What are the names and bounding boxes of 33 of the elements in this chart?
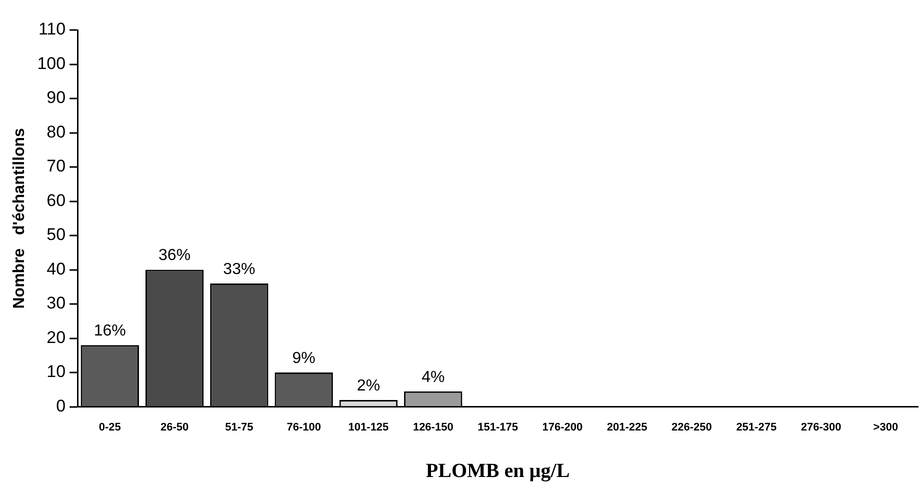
x-tick-label: 201-225: [606, 421, 648, 434]
x-tick-label: 226-250: [672, 421, 712, 434]
y-tick-label: 100: [37, 54, 66, 73]
y-tick-label: 40: [46, 259, 66, 278]
y-tick-label: 80: [46, 122, 66, 142]
y-tick-label: 0: [56, 396, 66, 416]
annotation: 36%: [158, 247, 191, 264]
x-tick-label: 101-125: [348, 421, 389, 434]
x-tick-label: 151-175: [478, 421, 518, 434]
x-axis-title: PLOMB en µg/L: [426, 460, 570, 482]
annotation: 33%: [223, 260, 256, 278]
y-tick-label: 110: [38, 20, 66, 39]
x-tick-label: 176-200: [542, 421, 583, 434]
annotation: 16%: [94, 322, 126, 340]
x-tick-label: 26-50: [160, 421, 189, 434]
annotation: 2%: [356, 377, 380, 394]
annotation: 4%: [422, 368, 445, 386]
x-tick-label: 76-100: [286, 421, 321, 434]
y-tick-label: 20: [46, 328, 66, 347]
y-tick-label: 50: [46, 225, 66, 244]
y-tick-label: 70: [46, 156, 66, 176]
x-tick-label: 276-300: [800, 421, 842, 434]
x-tick-label: >300: [873, 421, 898, 434]
x-tick-label: 0-25: [98, 421, 121, 434]
y-tick-label: 30: [46, 294, 66, 313]
x-tick-label: 126-150: [412, 421, 454, 434]
y-tick-label: 90: [46, 88, 66, 108]
y-tick-label: 10: [46, 362, 66, 382]
annotation: 9%: [292, 350, 316, 367]
y-axis-title: Nombre d'échantillons: [11, 128, 28, 309]
x-tick-label: 251-275: [736, 421, 777, 434]
x-tick-label: 51-75: [225, 421, 254, 434]
y-tick-label: 60: [46, 190, 66, 210]
